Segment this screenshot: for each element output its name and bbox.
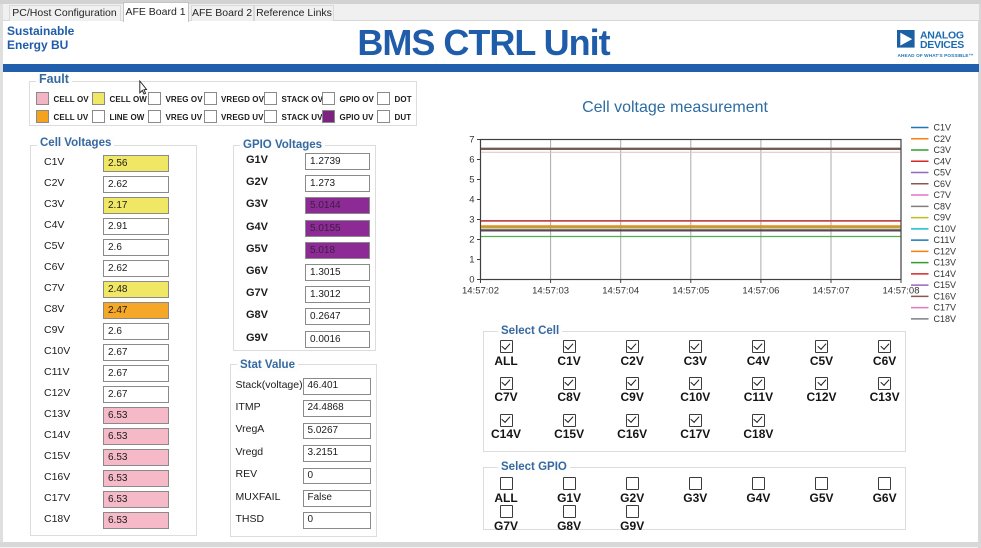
svg-text:14:57:06: 14:57:06 — [742, 286, 779, 297]
svg-text:14:57:08: 14:57:08 — [883, 286, 920, 297]
svg-text:C4V: C4V — [934, 156, 952, 166]
svg-text:7: 7 — [469, 135, 474, 146]
svg-text:C13V: C13V — [934, 258, 957, 268]
svg-text:C14V: C14V — [934, 269, 957, 279]
svg-text:4: 4 — [469, 195, 474, 206]
svg-text:14:57:03: 14:57:03 — [532, 286, 569, 297]
svg-text:6: 6 — [469, 155, 474, 166]
svg-text:DEVICES: DEVICES — [920, 39, 964, 51]
svg-text:C17V: C17V — [934, 303, 957, 313]
svg-text:C9V: C9V — [934, 213, 952, 223]
svg-text:C16V: C16V — [934, 291, 957, 301]
svg-text:1: 1 — [469, 255, 474, 266]
svg-text:C2V: C2V — [934, 134, 952, 144]
svg-text:14:57:04: 14:57:04 — [602, 286, 639, 297]
svg-text:C18V: C18V — [934, 314, 957, 324]
svg-text:C12V: C12V — [934, 246, 957, 256]
svg-text:C3V: C3V — [934, 145, 952, 155]
svg-text:AHEAD OF WHAT'S POSSIBLE™: AHEAD OF WHAT'S POSSIBLE™ — [898, 53, 974, 58]
svg-text:C1V: C1V — [934, 123, 952, 133]
svg-text:C6V: C6V — [934, 179, 952, 189]
svg-text:Cell voltage measurement: Cell voltage measurement — [582, 99, 768, 116]
svg-text:C5V: C5V — [934, 168, 952, 178]
svg-text:5: 5 — [469, 175, 474, 186]
svg-text:3: 3 — [469, 215, 474, 226]
svg-text:C15V: C15V — [934, 280, 957, 290]
svg-text:ANALOG: ANALOG — [920, 30, 964, 42]
svg-text:14:57:02: 14:57:02 — [462, 286, 499, 297]
svg-text:C11V: C11V — [934, 235, 956, 245]
svg-text:2: 2 — [469, 235, 474, 246]
svg-text:C8V: C8V — [934, 201, 952, 211]
svg-text:0: 0 — [469, 275, 474, 286]
svg-text:14:57:07: 14:57:07 — [813, 286, 850, 297]
svg-text:C7V: C7V — [934, 190, 952, 200]
svg-text:C10V: C10V — [934, 224, 957, 234]
svg-text:14:57:05: 14:57:05 — [672, 286, 709, 297]
